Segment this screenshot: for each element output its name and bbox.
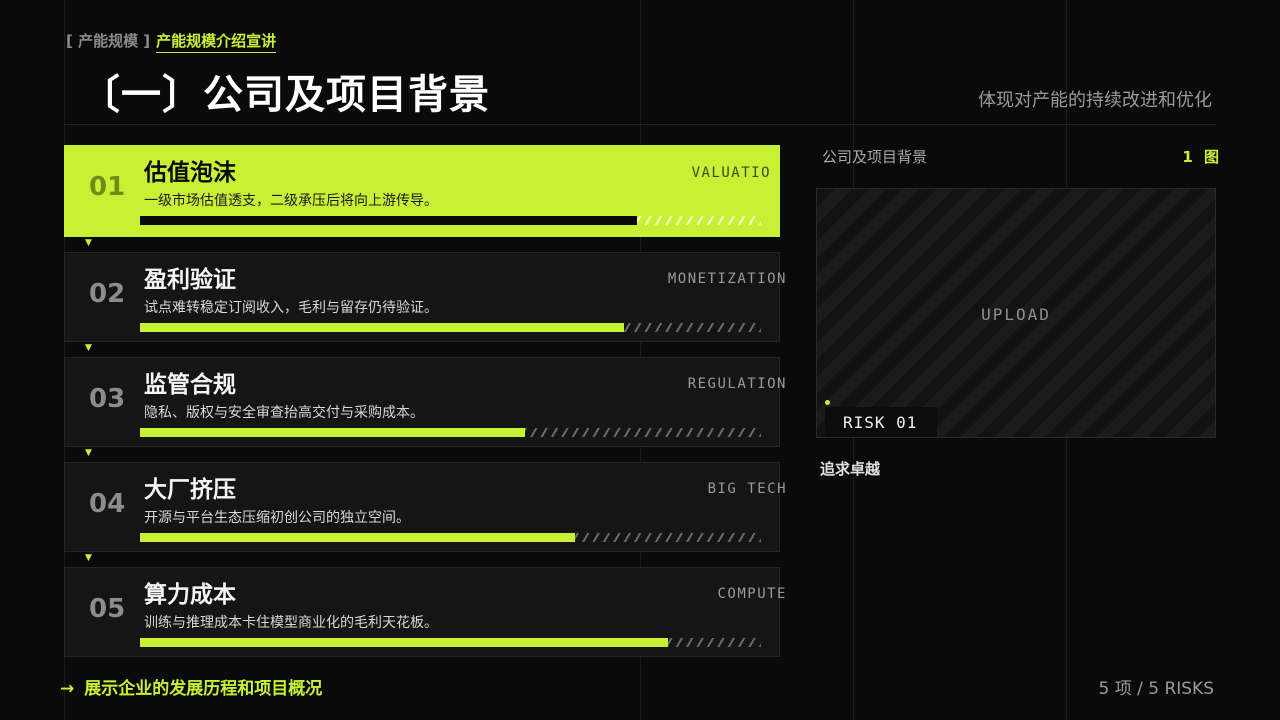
card-progress-track — [140, 638, 761, 647]
card-description: 训练与推理成本卡住模型商业化的毛利天花板。 — [144, 615, 438, 631]
footer-count: 5 项 / 5 RISKS — [1098, 679, 1214, 699]
card-tag: VALUATIO — [691, 165, 771, 181]
card-tag: BIG TECH — [707, 481, 787, 497]
card-number: 02 — [89, 279, 126, 309]
card-progress-fill — [140, 428, 526, 437]
risk-card-01[interactable]: 01 估值泡沫 一级市场估值透支，二级承压后将向上游传导。 VALUATIO ▼ — [64, 145, 780, 248]
card-number: 05 — [89, 594, 126, 624]
risk-card-04[interactable]: 04 大厂挤压 开源与平台生态压缩初创公司的独立空间。 BIG TECH ▼ — [64, 462, 785, 563]
card-number: 01 — [89, 172, 126, 202]
card-description: 开源与平台生态压缩初创公司的独立空间。 — [144, 510, 410, 526]
arrow-right-icon: → — [60, 679, 75, 699]
page-title: 〔一〕公司及项目背景 — [80, 72, 490, 118]
image-upload-area[interactable]: UPLOAD RISK 01 — [816, 188, 1216, 438]
risk-card-05[interactable]: 05 算力成本 训练与推理成本卡住模型商业化的毛利天花板。 COMPUTE — [64, 567, 786, 657]
card-progress-track — [140, 323, 761, 332]
card-progress-fill — [140, 216, 637, 225]
image-panel-header: 公司及项目背景 1 图 — [822, 146, 1222, 167]
card-progress-track — [140, 428, 761, 437]
card-number: 04 — [89, 489, 126, 519]
image-caption: 追求卓越 — [820, 460, 881, 478]
risk-card-03[interactable]: 03 监管合规 隐私、版权与安全审查抬高交付与采购成本。 REGULATION … — [64, 357, 785, 458]
footer-note-text: 展示企业的发展历程和项目概况 — [84, 679, 323, 699]
card-description: 试点难转稳定订阅收入，毛利与留存仍待验证。 — [144, 300, 438, 316]
image-panel-title: 公司及项目背景 — [822, 148, 928, 166]
card-title: 监管合规 — [144, 372, 236, 398]
card-tag: REGULATION — [687, 376, 787, 392]
breadcrumb-section[interactable]: [ 产能规模 ] — [66, 32, 151, 50]
dot-icon — [825, 400, 830, 405]
triangle-down-icon: ▼ — [85, 238, 92, 248]
breadcrumb-current[interactable]: 产能规模介绍宣讲 — [156, 30, 277, 53]
page-subtitle: 体现对产能的持续改进和优化 — [978, 90, 1212, 111]
header-divider — [64, 124, 1216, 125]
risk-label: RISK 01 — [843, 413, 918, 432]
card-tag: MONETIZATION — [667, 271, 787, 287]
card-title: 算力成本 — [144, 582, 236, 608]
risk-badge: RISK 01 — [825, 400, 937, 437]
triangle-down-icon: ▼ — [85, 553, 92, 563]
image-count: 1 图 — [1182, 148, 1222, 166]
card-tag: COMPUTE — [717, 586, 787, 602]
card-progress-fill — [140, 638, 668, 647]
footer-note: → 展示企业的发展历程和项目概况 — [60, 674, 322, 699]
card-title: 盈利验证 — [144, 267, 236, 293]
risk-card-list: 01 估值泡沫 一级市场估值透支，二级承压后将向上游传导。 VALUATIO ▼… — [64, 145, 786, 672]
triangle-down-icon: ▼ — [85, 448, 92, 458]
risk-card-02[interactable]: 02 盈利验证 试点难转稳定订阅收入，毛利与留存仍待验证。 MONETIZATI… — [64, 252, 785, 353]
triangle-down-icon: ▼ — [85, 343, 92, 353]
breadcrumb: [ 产能规模 ] 产能规模介绍宣讲 — [66, 30, 277, 53]
card-description: 隐私、版权与安全审查抬高交付与采购成本。 — [144, 405, 424, 421]
card-progress-fill — [140, 533, 575, 542]
card-title: 估值泡沫 — [144, 160, 236, 186]
upload-label: UPLOAD — [981, 305, 1051, 324]
card-number: 03 — [89, 384, 126, 414]
card-progress-fill — [140, 323, 625, 332]
card-progress-track — [140, 533, 761, 542]
card-description: 一级市场估值透支，二级承压后将向上游传导。 — [144, 193, 438, 209]
card-progress-track — [140, 216, 761, 225]
card-title: 大厂挤压 — [144, 477, 236, 503]
